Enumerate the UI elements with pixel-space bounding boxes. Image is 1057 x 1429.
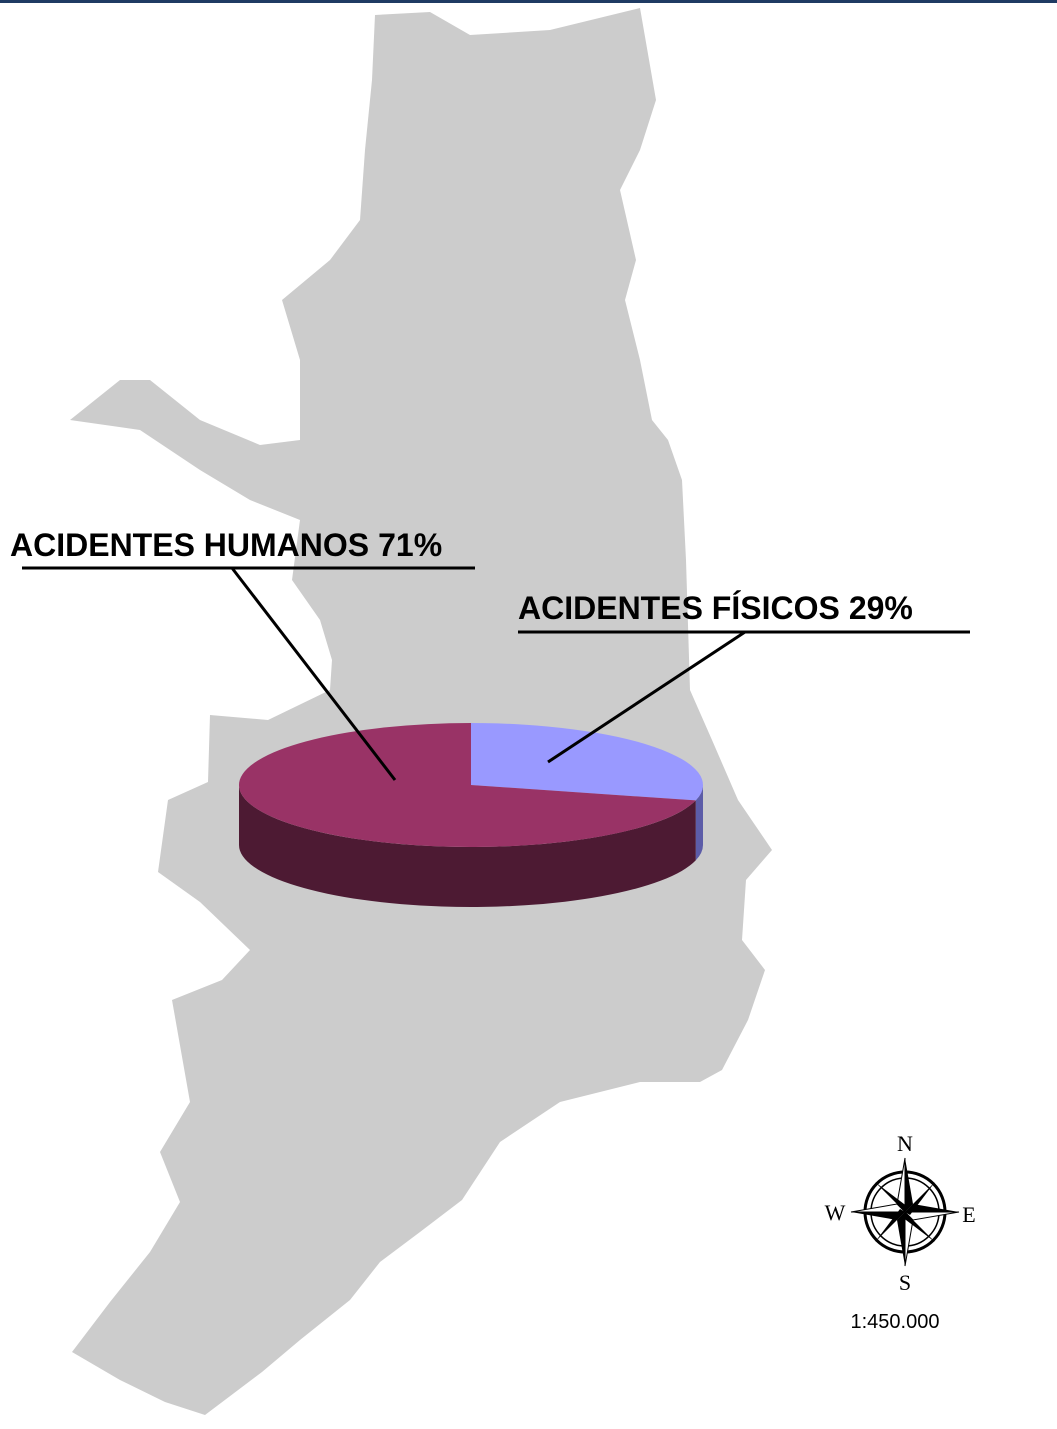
compass-w: W [825, 1200, 846, 1225]
top-border [0, 0, 1057, 3]
value-label: 29% [849, 590, 913, 626]
compass-s: S [899, 1270, 911, 1295]
leader-line [230, 567, 397, 781]
pie-chart [239, 723, 703, 907]
category: ACIDENTES HUMANOS [10, 527, 369, 563]
slice-label: ACIDENTES FÍSICOS 29% [518, 590, 913, 626]
category: ACIDENTES FÍSICOS [518, 590, 840, 626]
leader-line [547, 630, 746, 764]
pie-slice [239, 723, 696, 847]
region-shape [70, 8, 772, 1415]
map-scale: 1:450.000 [851, 1311, 940, 1333]
pie-side [695, 785, 703, 861]
pie-side [239, 785, 696, 907]
compass-n: N [897, 1131, 913, 1156]
value-label: 71% [378, 527, 442, 563]
compass-rose [850, 1157, 960, 1267]
pie-slice [471, 723, 703, 801]
compass-e: E [962, 1202, 975, 1227]
slice-label: ACIDENTES HUMANOS 71% [10, 527, 442, 563]
